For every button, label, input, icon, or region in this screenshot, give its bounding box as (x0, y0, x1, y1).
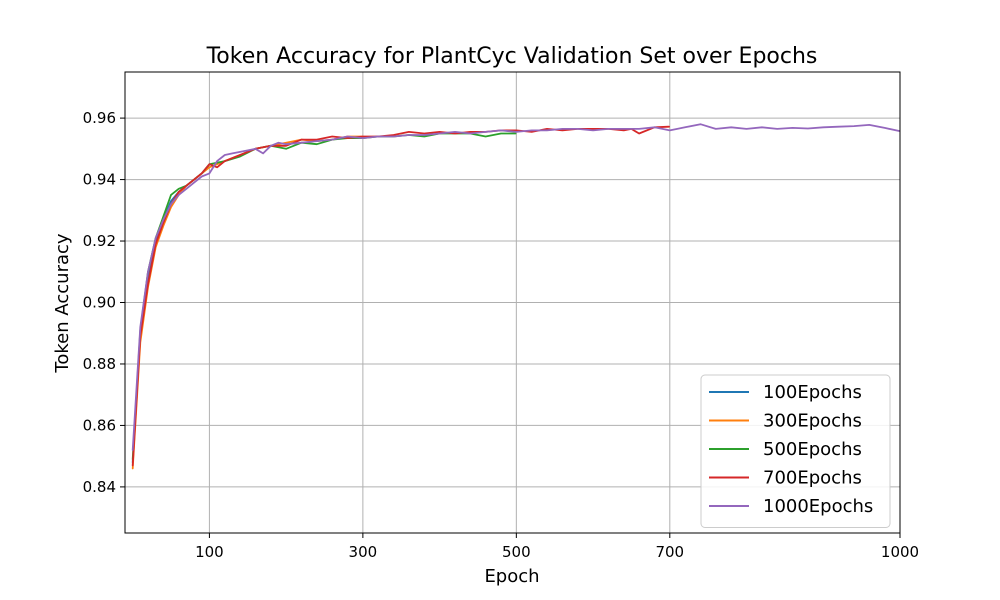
series-lines (131, 123, 901, 470)
y-tick-label: 0.88 (83, 355, 116, 373)
chart-title: Token Accuracy for PlantCyc Validation S… (206, 44, 818, 69)
series-line-300Epochs (131, 135, 364, 470)
legend-label: 300Epochs (763, 411, 862, 432)
legend-box (700, 374, 891, 528)
legend-label: 100Epochs (763, 382, 862, 403)
legend-label: 500Epochs (763, 439, 862, 460)
y-tick-label: 0.86 (83, 416, 116, 434)
axis-ticks: 100 300 500 700 1000 0.84 0.86 0.88 0.90 0.92 0.94… (83, 109, 920, 561)
y-tick-label: 0.96 (83, 109, 116, 127)
series-line-700Epochs (131, 125, 670, 467)
y-axis-label: Token Accuracy (52, 233, 73, 373)
series-line-1000Epochs (131, 123, 901, 451)
legend: 100Epochs 300Epochs 500Epochs 700Epochs 1000… (700, 374, 891, 528)
y-tick-label: 0.92 (83, 232, 116, 250)
x-tick-label: 300 (349, 543, 378, 561)
x-tick-label: 500 (502, 543, 531, 561)
x-tick-label: 100 (195, 543, 224, 561)
y-tick-label: 0.90 (83, 294, 116, 312)
x-tick-label: 700 (655, 543, 684, 561)
y-tick-label: 0.84 (83, 478, 116, 496)
legend-label: 1000Epochs (763, 496, 873, 517)
y-tick-label: 0.94 (83, 171, 116, 189)
legend-label: 700Epochs (763, 468, 862, 489)
x-axis-label: Epoch (484, 566, 539, 587)
x-tick-label: 1000 (881, 543, 919, 561)
